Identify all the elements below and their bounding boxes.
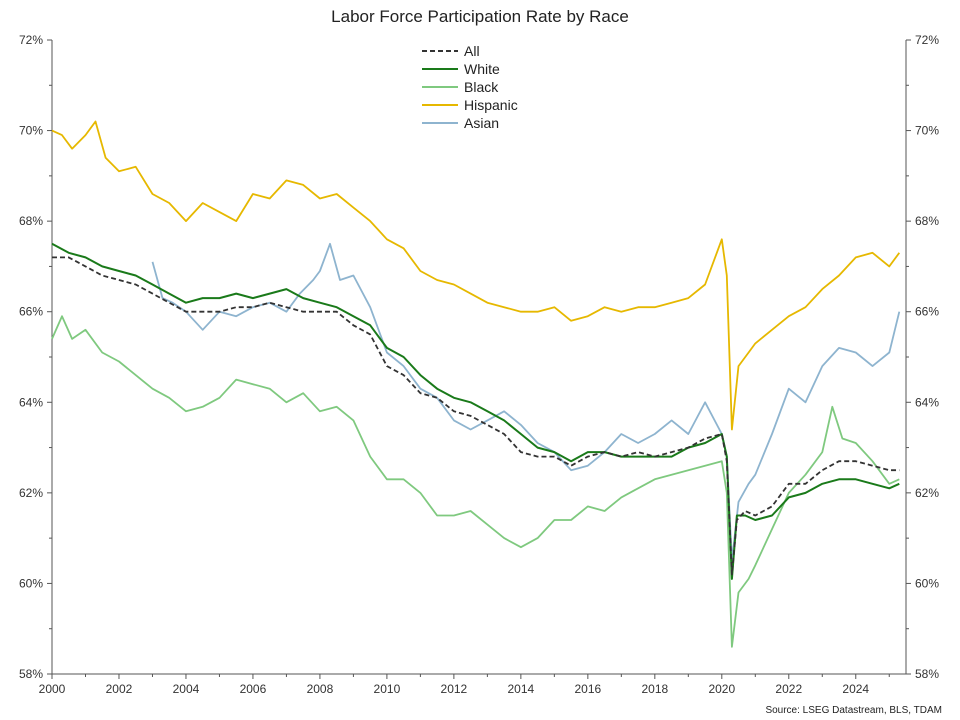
chart-title: Labor Force Participation Rate by Race bbox=[331, 7, 629, 26]
y-tick-label-left: 70% bbox=[19, 124, 43, 138]
x-tick-label: 2006 bbox=[240, 682, 267, 696]
x-tick-label: 2016 bbox=[574, 682, 601, 696]
x-tick-label: 2020 bbox=[708, 682, 735, 696]
x-tick-label: 2000 bbox=[39, 682, 66, 696]
x-tick-label: 2002 bbox=[106, 682, 133, 696]
x-tick-label: 2022 bbox=[775, 682, 802, 696]
series-line-black bbox=[51, 315, 900, 648]
series-line-all bbox=[52, 256, 900, 576]
x-tick-label: 2008 bbox=[307, 682, 334, 696]
legend-label-asian: Asian bbox=[464, 115, 499, 131]
x-tick-label: 2018 bbox=[641, 682, 668, 696]
legend-label-all: All bbox=[464, 43, 480, 59]
y-tick-label-right: 64% bbox=[915, 395, 939, 409]
y-tick-label-right: 62% bbox=[915, 486, 939, 500]
y-tick-label-right: 60% bbox=[915, 576, 939, 590]
series-line-hispanic bbox=[51, 120, 901, 431]
source-note: Source: LSEG Datastream, BLS, TDAM bbox=[765, 705, 942, 716]
y-tick-label-left: 58% bbox=[19, 667, 43, 681]
y-axis-left: 58% 60% 62% 64% 66% 68% 70% 72% bbox=[19, 33, 52, 681]
y-tick-label-left: 60% bbox=[19, 576, 43, 590]
y-tick-label-right: 70% bbox=[915, 124, 939, 138]
legend-label-hispanic: Hispanic bbox=[464, 97, 518, 113]
y-tick-label-left: 66% bbox=[19, 305, 43, 319]
y-tick-label-left: 68% bbox=[19, 214, 43, 228]
plot-frame bbox=[51, 40, 907, 675]
series-line-asian bbox=[151, 242, 901, 562]
y-axis-right: 58% 60% 62% 64% 66% 68% 70% 72% bbox=[906, 33, 939, 681]
x-tick-label: 2010 bbox=[374, 682, 401, 696]
y-tick-label-right: 66% bbox=[915, 305, 939, 319]
y-tick-label-left: 64% bbox=[19, 395, 43, 409]
series-layer bbox=[51, 120, 901, 648]
y-tick-label-left: 72% bbox=[19, 33, 43, 47]
x-tick-label: 2012 bbox=[441, 682, 468, 696]
x-tick-label: 2014 bbox=[508, 682, 535, 696]
series-line-white bbox=[51, 242, 900, 580]
x-tick-label: 2024 bbox=[842, 682, 869, 696]
y-tick-label-right: 72% bbox=[915, 33, 939, 47]
y-tick-label-left: 62% bbox=[19, 486, 43, 500]
y-tick-label-right: 58% bbox=[915, 667, 939, 681]
legend: All White Black Hispanic Asian bbox=[422, 43, 518, 131]
legend-label-black: Black bbox=[464, 79, 499, 95]
x-tick-label: 2004 bbox=[173, 682, 200, 696]
legend-label-white: White bbox=[464, 61, 500, 77]
x-axis: 2000 2002 2004 2006 2008 2010 2012 2014 2016 2018… bbox=[39, 674, 890, 696]
y-tick-label-right: 68% bbox=[915, 214, 939, 228]
